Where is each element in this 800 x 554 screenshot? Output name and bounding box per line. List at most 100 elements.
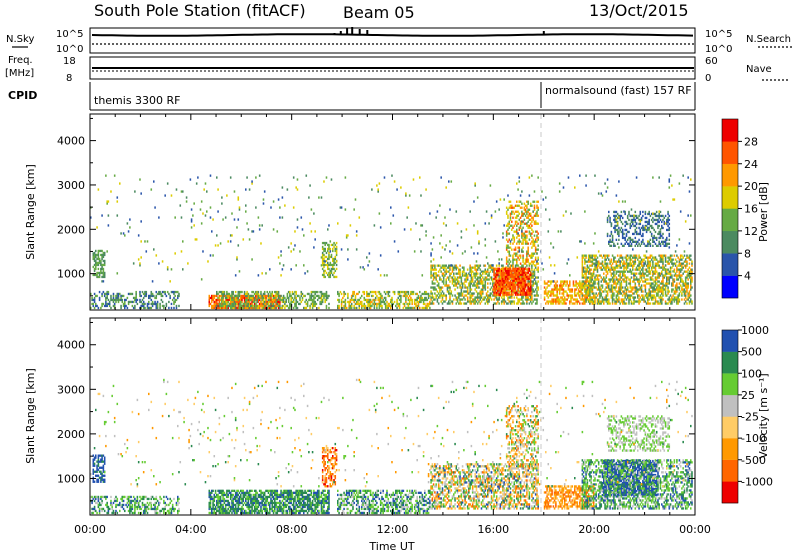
heat-cell xyxy=(495,267,498,270)
heat-cell xyxy=(95,304,97,308)
heat-cell xyxy=(320,292,323,296)
heat-cell xyxy=(490,276,493,279)
heat-cell xyxy=(311,290,314,294)
heat-cell xyxy=(630,214,633,218)
heat-cell xyxy=(536,282,538,285)
heat-cell xyxy=(688,270,691,273)
heat-cell xyxy=(686,264,688,267)
heat-cell xyxy=(432,302,435,305)
heat-cell xyxy=(431,264,434,267)
heat-cell xyxy=(252,290,255,294)
heat-cell xyxy=(476,272,479,275)
heat-cell xyxy=(647,266,649,269)
heat-cell xyxy=(609,220,611,224)
heat-cell xyxy=(323,292,325,296)
heat-cell xyxy=(267,302,270,306)
heat-cell xyxy=(576,282,579,285)
heat-cell xyxy=(320,298,323,302)
heat-cell xyxy=(397,292,400,296)
heat-cell xyxy=(638,232,640,236)
heat-cell xyxy=(487,298,489,301)
heat-cell xyxy=(565,280,567,283)
heat-cell xyxy=(688,292,691,295)
heat-cell xyxy=(324,255,326,259)
heat-cell xyxy=(649,214,652,218)
heat-cell xyxy=(513,281,516,284)
heat-cell xyxy=(511,210,513,213)
heat-cell xyxy=(367,302,369,306)
heat-cell xyxy=(529,283,532,286)
heat-cell xyxy=(353,298,355,302)
heat-cell xyxy=(581,272,584,275)
heat-cell xyxy=(388,304,391,308)
heat-cell xyxy=(586,270,589,273)
heat-cell xyxy=(473,282,475,285)
heat-cell xyxy=(582,266,585,269)
heat-cell xyxy=(324,269,326,273)
heat-cell xyxy=(524,281,527,284)
heat-cell xyxy=(657,274,659,277)
heat-cell xyxy=(479,282,482,285)
heat-cell xyxy=(243,292,246,296)
heat-cell xyxy=(300,292,303,296)
heat-cell xyxy=(512,258,514,261)
heat-cell xyxy=(647,278,649,281)
heat-cell xyxy=(415,304,417,308)
heat-cell xyxy=(517,214,519,217)
heat-cell xyxy=(659,256,662,259)
heat-cell xyxy=(265,294,267,298)
heat-cell xyxy=(250,306,252,310)
heat-cell xyxy=(256,298,258,302)
heat-cell xyxy=(579,284,581,287)
freq-tick-top: 18 xyxy=(63,56,76,67)
cpid-segment-2: normalsound (fast) 157 RF xyxy=(545,84,692,97)
heat-cell xyxy=(671,260,673,263)
heat-cell xyxy=(469,286,471,289)
heat-cell xyxy=(335,245,338,249)
heat-cell xyxy=(522,226,524,229)
heat-cell xyxy=(320,300,323,304)
heat-cell xyxy=(508,296,511,299)
heat-cell xyxy=(458,302,460,305)
heat-cell xyxy=(516,220,518,223)
heat-cell xyxy=(102,263,105,267)
heat-cell xyxy=(684,270,687,273)
heat-cell xyxy=(642,232,644,236)
heat-cell xyxy=(661,256,663,259)
heat-cell xyxy=(643,264,645,267)
heat-cell xyxy=(668,256,671,259)
heat-cell xyxy=(161,304,164,308)
heat-cell xyxy=(378,306,381,310)
heat-cell xyxy=(445,296,447,299)
heat-cell xyxy=(632,280,634,283)
heat-cell xyxy=(248,304,251,308)
heat-cell xyxy=(257,306,260,310)
heat-cell xyxy=(682,272,684,275)
heat-cell xyxy=(648,222,650,226)
heat-cell xyxy=(531,294,533,297)
heat-cell xyxy=(623,298,625,301)
heat-cell xyxy=(430,276,432,279)
heat-cell xyxy=(584,282,586,285)
heat-cell xyxy=(654,298,657,301)
heat-cell xyxy=(678,268,681,271)
heat-cell xyxy=(440,300,442,303)
heat-cell xyxy=(673,274,676,277)
heat-cell xyxy=(645,292,648,295)
heat-cell xyxy=(610,266,613,269)
heat-cell xyxy=(107,214,110,217)
heat-cell xyxy=(400,296,402,300)
heat-cell xyxy=(655,222,658,226)
heat-cell xyxy=(610,290,613,293)
heat-cell xyxy=(682,290,684,293)
heat-cell xyxy=(581,266,584,269)
heat-cell xyxy=(493,267,495,270)
heat-cell xyxy=(311,294,314,298)
heat-cell xyxy=(690,280,692,283)
heat-cell xyxy=(113,298,116,302)
heat-cell xyxy=(575,284,577,287)
heat-cell xyxy=(523,283,526,286)
heat-cell xyxy=(478,276,480,279)
heat-cell xyxy=(634,240,637,243)
heat-cell xyxy=(503,293,505,296)
